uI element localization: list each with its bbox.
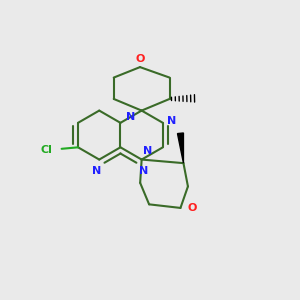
Text: N: N [139,166,148,176]
Text: O: O [188,203,197,213]
Text: N: N [92,166,101,176]
Text: O: O [135,53,145,64]
Text: N: N [143,146,152,156]
Polygon shape [178,133,184,163]
Text: N: N [126,112,136,122]
Text: N: N [167,116,176,126]
Text: Cl: Cl [41,145,52,155]
